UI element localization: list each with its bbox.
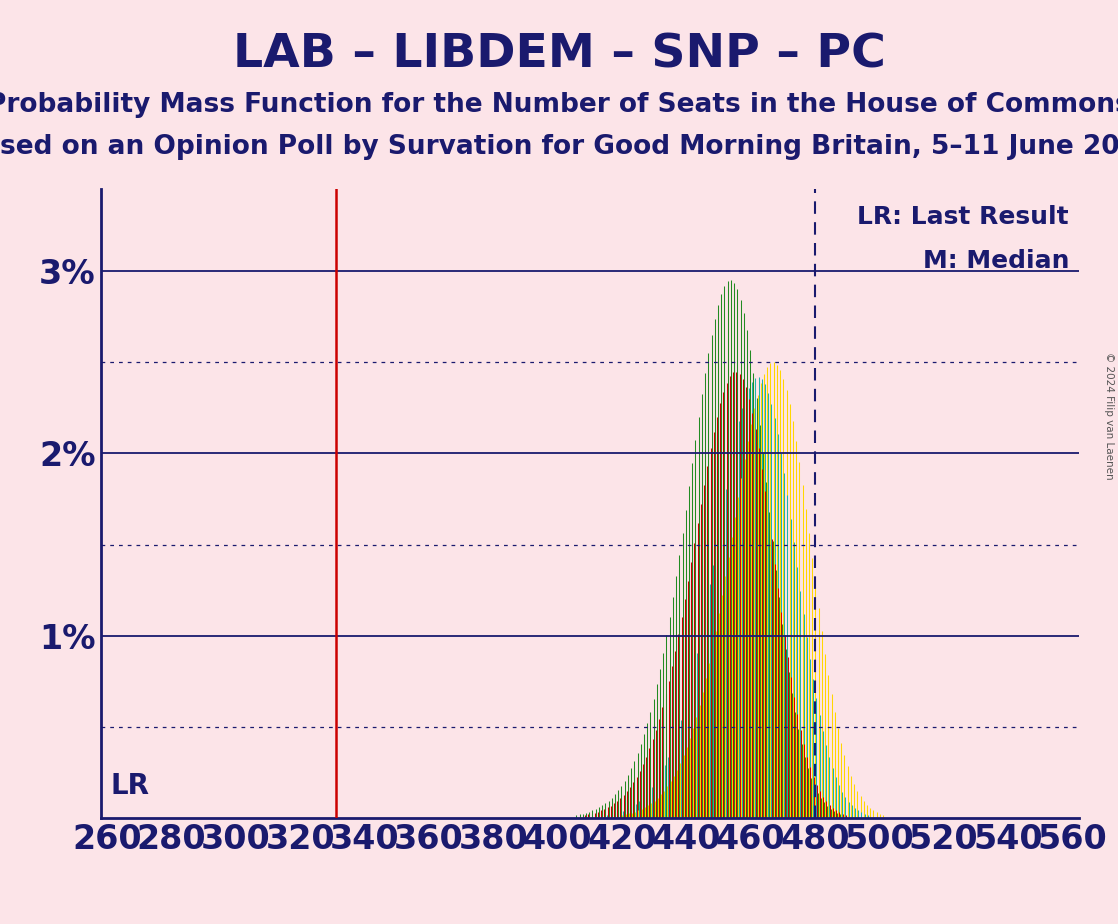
Text: Probability Mass Function for the Number of Seats in the House of Commons: Probability Mass Function for the Number…	[0, 92, 1118, 118]
Text: LR: LR	[111, 772, 150, 799]
Text: M: Median: M: Median	[922, 249, 1069, 274]
Text: Based on an Opinion Poll by Survation for Good Morning Britain, 5–11 June 2024: Based on an Opinion Poll by Survation fo…	[0, 134, 1118, 160]
Text: LR: Last Result: LR: Last Result	[858, 205, 1069, 229]
Text: © 2024 Filip van Laenen: © 2024 Filip van Laenen	[1105, 352, 1114, 480]
Text: LAB – LIBDEM – SNP – PC: LAB – LIBDEM – SNP – PC	[233, 32, 885, 78]
